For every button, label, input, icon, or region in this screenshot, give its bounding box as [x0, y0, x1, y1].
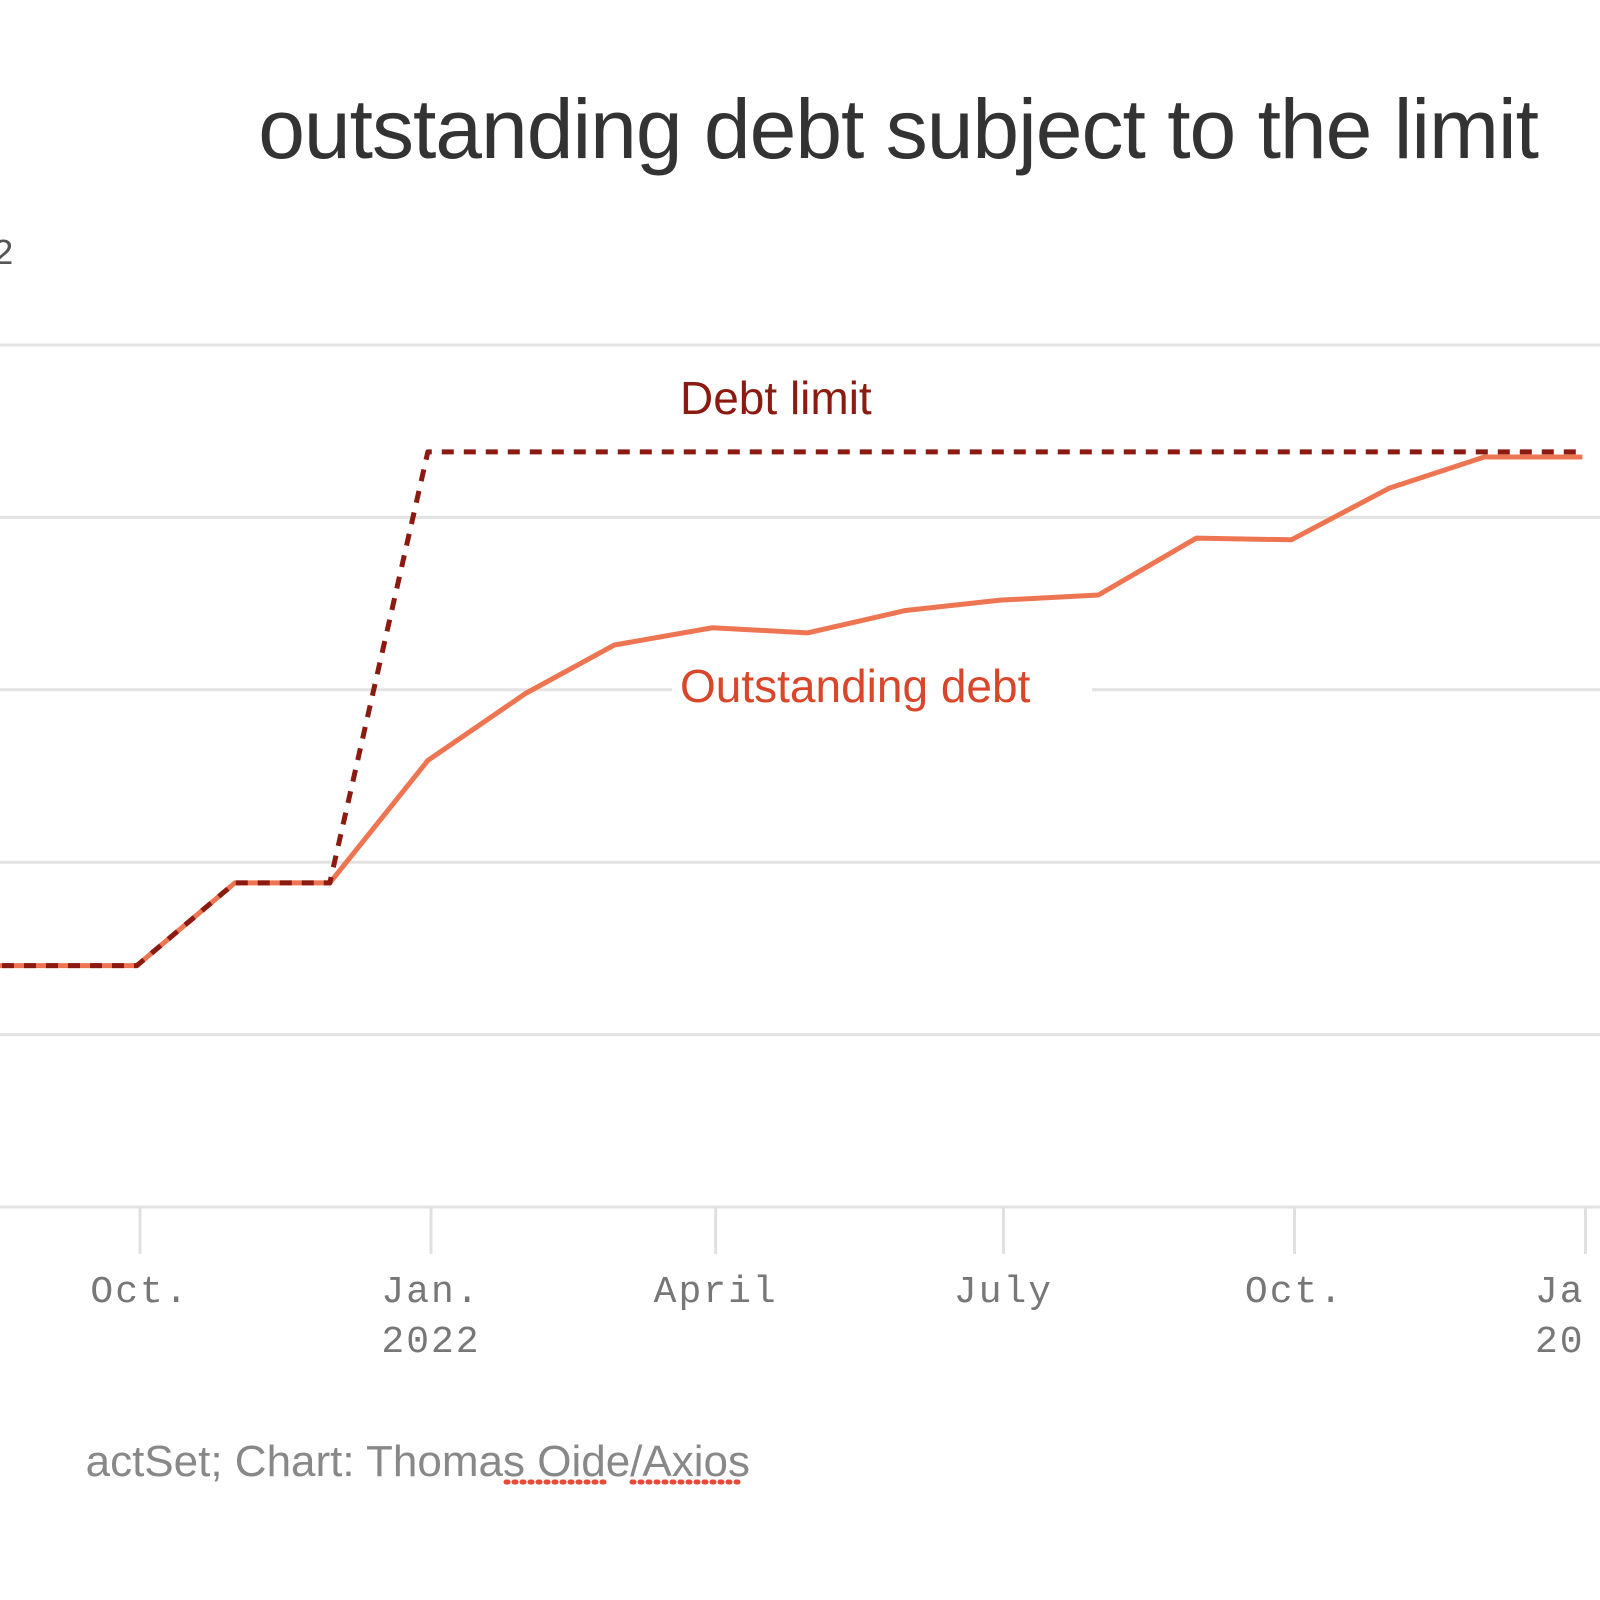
source-slash: /: [630, 1437, 643, 1486]
x-tick-label-year: 20: [1535, 1321, 1585, 1364]
outstanding-debt-label: Outstanding debt: [680, 660, 1031, 712]
debt-limit-line: [0, 449, 1583, 969]
debt-limit-label: Debt limit: [680, 372, 872, 424]
outstanding-debt-line: [0, 454, 1583, 969]
svg-text:actSet; Chart: Thomas Oide/Axi: actSet; Chart: Thomas Oide/Axios: [86, 1437, 750, 1486]
chart-title: outstanding debt subject to the limit: [258, 82, 1538, 176]
x-tick-label-year: 2022: [381, 1321, 480, 1364]
source-name1: Oide: [537, 1437, 630, 1486]
source-line: actSet; Chart: Thomas Oide/Axios: [86, 1437, 750, 1486]
source-prefix: actSet; Chart: Thomas: [86, 1437, 538, 1486]
x-tick-label: April: [654, 1271, 778, 1314]
x-tick-label: Oct.: [1245, 1271, 1344, 1314]
chart-subtitle: 2: [0, 234, 14, 275]
x-tick-label: July: [954, 1271, 1053, 1314]
label-background: [672, 660, 1092, 716]
x-tick-label: Jan.: [381, 1271, 480, 1314]
source-name2: Axios: [642, 1437, 750, 1486]
x-tick-label: Oct.: [90, 1271, 189, 1314]
x-tick-label: Ja: [1535, 1271, 1585, 1314]
